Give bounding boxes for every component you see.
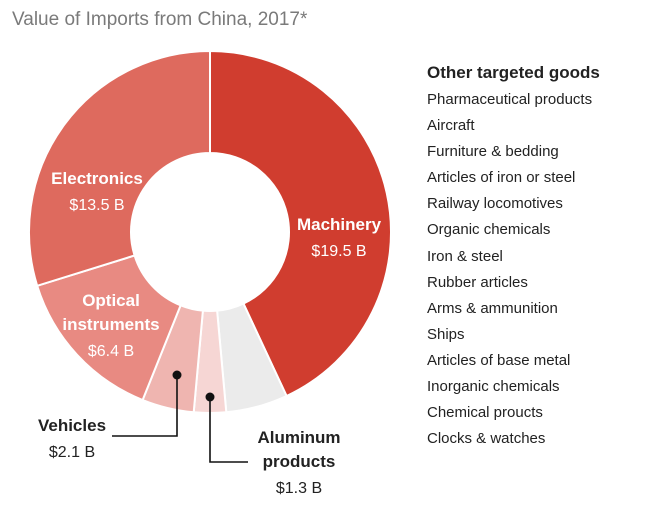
- legend-item: Aircraft: [427, 117, 475, 135]
- legend-item: Articles of base metal: [427, 351, 571, 369]
- legend-item: Articles of iron or steel: [427, 169, 576, 187]
- leader-dot-aluminum-products: [205, 392, 215, 402]
- legend-item: Iron & steel: [427, 247, 503, 265]
- legend-item: Inorganic chemicals: [427, 378, 560, 396]
- label-vehicles: Vehicles: [38, 416, 106, 435]
- chart-title: Value of Imports from China, 2017*: [12, 9, 308, 30]
- leader-line-vehicles: [112, 375, 178, 437]
- legend-item: Organic chemicals: [427, 221, 551, 239]
- legend-item: Clocks & watches: [427, 430, 546, 448]
- legend-item: Ships: [427, 325, 465, 343]
- legend-item: Railway locomotives: [427, 195, 563, 213]
- legend-title: Other targeted goods: [427, 63, 600, 82]
- legend-item: Chemical proucts: [427, 404, 543, 422]
- legend-item: Rubber articles: [427, 273, 528, 291]
- value-label-electronics: $13.5 B: [69, 197, 124, 214]
- label-aluminum-products-line-2: products: [263, 452, 336, 471]
- legend-item: Pharmaceutical products: [427, 91, 593, 108]
- leader-dot-vehicles: [172, 370, 182, 380]
- other-goods-legend: Other targeted goods Pharmaceutical prod…: [427, 63, 600, 456]
- value-label-vehicles: $2.1 B: [49, 444, 95, 461]
- label-optical-instruments-line-2: instruments: [62, 315, 159, 334]
- leader-line-aluminum-products: [209, 397, 248, 463]
- label-machinery: Machinery: [297, 215, 382, 234]
- legend-item: Furniture & bedding: [427, 143, 559, 161]
- slice-optical-instruments: [35, 254, 182, 402]
- label-electronics: Electronics: [51, 169, 143, 188]
- label-aluminum-products-line-1: Aluminum: [257, 428, 340, 447]
- slice-electronics: [28, 49, 211, 288]
- legend-list: Pharmaceutical products Aircraft Furniture…: [427, 91, 600, 456]
- value-label-aluminum-products: $1.3 B: [276, 480, 322, 497]
- legend-item: Arms & ammunition: [427, 299, 558, 317]
- slice-machinery: [209, 49, 392, 398]
- label-optical-instruments-line-1: Optical: [82, 291, 140, 310]
- value-label-machinery: $19.5 B: [311, 243, 366, 260]
- value-label-optical-instruments: $6.4 B: [88, 343, 134, 360]
